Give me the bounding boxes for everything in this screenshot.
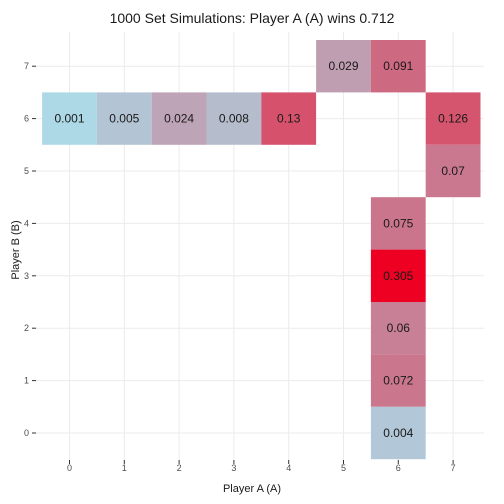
heatmap-cell	[370, 354, 426, 407]
heatmap-cell	[370, 406, 426, 460]
x-tick-label: 5	[341, 463, 346, 473]
y-tick-label: 6	[24, 114, 29, 124]
heatmap-cell	[206, 92, 262, 145]
heatmap-cell	[370, 302, 426, 355]
cell-value-label: 0.001	[54, 112, 84, 126]
cell-value-label: 0.091	[383, 59, 413, 73]
heatmap-cell	[370, 40, 426, 93]
cell-value-label: 0.008	[219, 112, 249, 126]
x-tick-label: 7	[451, 463, 456, 473]
cell-value-label: 0.13	[277, 112, 301, 126]
y-tick-label: 7	[24, 61, 29, 71]
heatmap-cell	[370, 197, 426, 250]
x-tick-label: 4	[286, 463, 291, 473]
heatmap-cell	[425, 144, 481, 198]
y-tick-label: 4	[24, 218, 29, 228]
cell-value-label: 0.005	[109, 112, 139, 126]
cell-value-label: 0.004	[383, 426, 413, 440]
x-axis-label: Player A (A)	[222, 483, 282, 495]
y-tick-label: 0	[24, 428, 29, 438]
cell-value-label: 0.126	[438, 112, 468, 126]
y-tick-label: 2	[24, 323, 29, 333]
cell-value-label: 0.06	[387, 321, 411, 335]
heatmap-cell	[42, 92, 97, 145]
cell-value-label: 0.075	[383, 216, 413, 230]
heatmap-cell	[151, 92, 207, 145]
y-tick-label: 3	[24, 271, 29, 281]
x-tick-label: 2	[177, 463, 182, 473]
heatmap-cell	[261, 92, 317, 145]
heatmap-cell	[96, 92, 152, 145]
chart-title: 1000 Set Simulations: Player A (A) wins …	[109, 10, 395, 26]
heatmap-cell	[316, 40, 371, 93]
x-tick-label: 3	[231, 463, 236, 473]
cell-value-label: 0.305	[383, 269, 413, 283]
x-tick-label: 1	[122, 463, 127, 473]
heatmap-cell	[425, 92, 481, 145]
y-tick-label: 5	[24, 166, 29, 176]
heatmap-cell	[370, 249, 426, 302]
x-tick-label: 0	[67, 463, 72, 473]
x-tick-label: 6	[396, 463, 401, 473]
cell-value-label: 0.029	[328, 59, 358, 73]
cell-value-label: 0.072	[383, 374, 413, 388]
cell-value-label: 0.024	[164, 112, 194, 126]
y-tick-label: 1	[24, 376, 29, 386]
cell-value-label: 0.07	[441, 164, 465, 178]
y-axis-label: Player B (B)	[10, 220, 22, 280]
